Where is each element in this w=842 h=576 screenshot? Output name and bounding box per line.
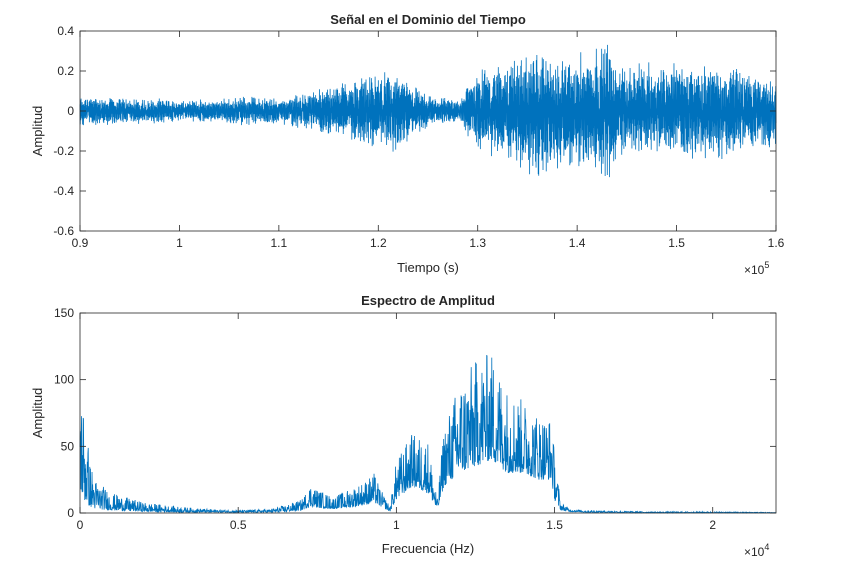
spectrum-x-tick-label: 0 xyxy=(77,518,84,532)
time-x-tick-label: 1.4 xyxy=(569,236,586,250)
time-x-tick-label: 1 xyxy=(176,236,183,250)
time-x-tick-label: 1.5 xyxy=(668,236,685,250)
spectrum-x-tick-label: 1.5 xyxy=(546,518,563,532)
time-signal-series xyxy=(79,44,777,178)
spectrum-x-axis-label: Frecuencia (Hz) xyxy=(382,541,474,556)
spectrum-x-exponent-base: ×10 xyxy=(744,545,765,559)
spectrum-y-ticks: 0 50 100 150 xyxy=(54,306,776,520)
time-axes-box xyxy=(79,30,777,232)
spectrum-series xyxy=(79,355,777,515)
time-y-tick-label: 0 xyxy=(67,104,74,118)
spectrum-y-tick-label: 50 xyxy=(61,439,75,453)
time-y-tick-label: -0.4 xyxy=(53,184,74,198)
time-x-tick-label: 1.2 xyxy=(370,236,387,250)
spectrum-series-line xyxy=(79,355,777,515)
spectrum-chart-title: Espectro de Amplitud xyxy=(361,293,495,308)
time-y-tick-label: 0.2 xyxy=(57,64,74,78)
time-y-tick-label: 0.4 xyxy=(57,24,74,38)
spectrum-x-exponent-power: 4 xyxy=(764,542,769,552)
time-series-line xyxy=(79,44,777,178)
time-x-tick-label: 1.6 xyxy=(768,236,785,250)
time-x-tick-label: 0.9 xyxy=(72,236,89,250)
spectrum-y-tick-label: 100 xyxy=(54,373,74,387)
time-chart-title: Señal en el Dominio del Tiempo xyxy=(330,12,526,27)
spectrum-x-tick-label: 0.5 xyxy=(230,518,247,532)
time-y-ticks: -0.6 -0.4 -0.2 0 0.2 0.4 xyxy=(53,24,776,238)
spectrum-x-exponent: ×104 xyxy=(744,542,769,559)
spectrum-x-tick-label: 1 xyxy=(393,518,400,532)
spectrum-y-tick-label: 150 xyxy=(54,306,74,320)
time-domain-chart: 0.9 1 1.1 1.2 1.3 1.4 1.5 1.6 -0.6-0.4-0.200.20… xyxy=(30,12,785,277)
time-x-axis-label: Tiempo (s) xyxy=(397,260,459,275)
time-x-tick-label: 1.3 xyxy=(469,236,486,250)
spectrum-x-ticks: 0 0.5 1 1.5 2 xyxy=(77,313,716,532)
spectrum-y-axis-label: Amplitud xyxy=(30,388,45,439)
time-x-exponent-power: 5 xyxy=(764,260,769,270)
time-x-tick-label: 1.1 xyxy=(271,236,288,250)
amplitude-spectrum-chart: 0 0.5 1 1.5 2 0 50 100 150 Espectro de Amplitud… xyxy=(30,293,777,559)
spectrum-y-tick-label: 0 xyxy=(67,506,74,520)
time-x-exponent: ×105 xyxy=(744,260,769,277)
time-y-axis-label: Amplitud xyxy=(30,106,45,157)
time-y-tick-label: -0.6 xyxy=(53,224,74,238)
time-x-exponent-base: ×10 xyxy=(744,263,765,277)
spectrum-x-tick-label: 2 xyxy=(709,518,716,532)
time-x-ticks: 0.9 1 1.1 1.2 1.3 1.4 1.5 1.6 xyxy=(72,31,785,250)
spectrum-axes-box xyxy=(79,312,777,514)
time-y-tick-label: -0.2 xyxy=(53,144,74,158)
